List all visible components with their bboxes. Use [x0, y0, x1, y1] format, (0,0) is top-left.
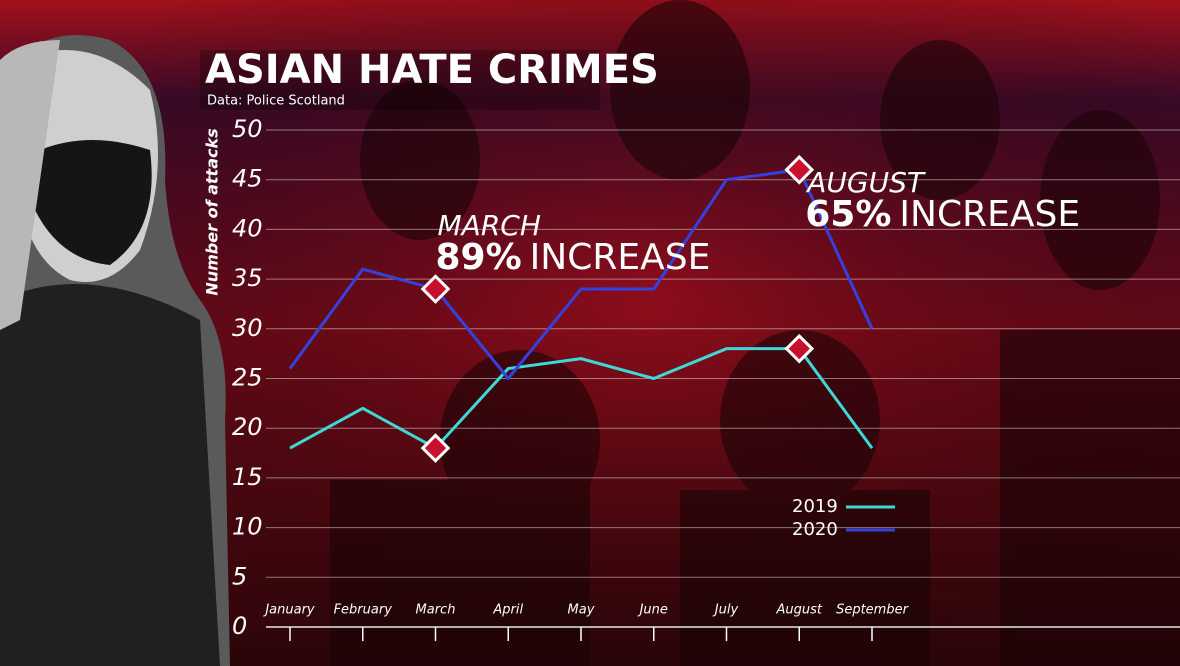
y-axis-label: Number of attacks [203, 128, 222, 295]
y-tick-label: 5 [232, 562, 247, 590]
annotation-percent: 65% [805, 194, 891, 235]
chart-title: ASIAN HATE CRIMES [205, 47, 659, 93]
x-tick-label: June [637, 603, 668, 618]
highlight-marker [784, 333, 815, 364]
annotation-text: INCREASE [530, 237, 711, 278]
y-tick-label: 15 [232, 463, 263, 491]
highlight-marker [420, 274, 451, 304]
y-tick-label: 45 [232, 165, 263, 193]
highlight-marker [420, 433, 451, 463]
person-photo [0, 35, 230, 666]
y-tick-label: 35 [232, 264, 263, 292]
annotation-month: MARCH [438, 209, 541, 242]
highlight-marker [784, 154, 815, 185]
y-tick-label: 10 [232, 513, 263, 541]
series-line [288, 168, 874, 380]
y-tick-label: 0 [232, 612, 247, 640]
x-tick-label: September [836, 603, 910, 618]
y-tick-label: 30 [232, 314, 263, 342]
title-band [200, 50, 600, 110]
x-tick-label: August [776, 603, 823, 618]
annotation-change: 89% INCREASE [436, 237, 711, 278]
x-tick-label: February [334, 603, 393, 618]
y-tick-label: 20 [232, 413, 263, 441]
y-tick-label: 50 [232, 115, 263, 143]
x-tick-label: January [262, 603, 315, 618]
x-tick-label: April [492, 603, 523, 618]
x-tick-label: March [416, 603, 456, 618]
annotation-change: 65% INCREASE [805, 194, 1080, 235]
chart-subtitle: Data: Police Scotland [207, 94, 345, 109]
y-tick-label: 25 [232, 364, 263, 392]
silhouettes [330, 0, 1180, 666]
x-tick-label: May [568, 603, 595, 618]
legend-label: 2020 [792, 519, 838, 540]
annotation-text: INCREASE [899, 194, 1080, 235]
annotation-percent: 89% [436, 237, 522, 278]
legend-label: 2019 [792, 496, 838, 517]
y-tick-label: 40 [232, 214, 263, 242]
x-tick-label: July [712, 603, 739, 618]
annotation-month: AUGUST [805, 166, 926, 199]
series-line [289, 347, 874, 450]
